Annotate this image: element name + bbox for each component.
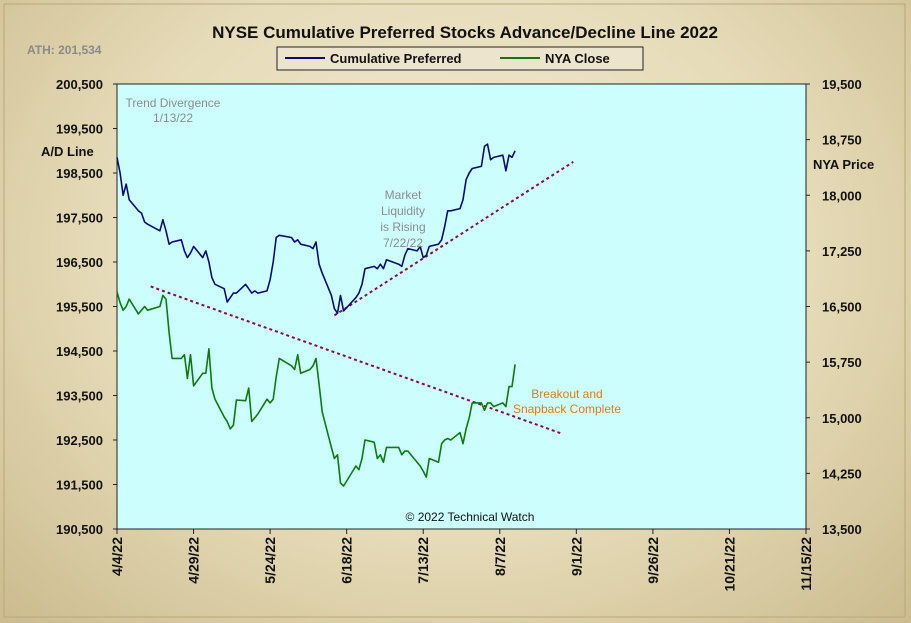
y-left-axis-label: A/D Line <box>41 144 94 159</box>
y-right-tick-label: 13,500 <box>822 522 862 537</box>
y-right-ticks: 19,500 18,750 18,000 17,250 16,500 15,750 15,0… <box>806 77 862 537</box>
y-left-tick-label: 197,500 <box>56 211 103 226</box>
x-tick-label: 11/15/22 <box>798 537 814 591</box>
plot-area <box>116 83 807 530</box>
annotation-line: Breakout and <box>531 387 602 401</box>
y-right-tick-label: 19,500 <box>822 77 862 92</box>
y-left-tick-label: 191,500 <box>56 478 103 493</box>
x-tick-label: 9/26/22 <box>645 537 661 584</box>
series-line-cumulative-preferred <box>116 143 516 315</box>
x-tick-label: 4/4/22 <box>109 537 125 576</box>
y-left-tick-label: 196,500 <box>56 255 103 270</box>
y-left-ticks: 200,500 199,500 198,500 197,500 196,500 195,5… <box>56 77 117 537</box>
series-line-nya-close <box>116 291 516 487</box>
annotation-line: is Rising <box>380 220 425 234</box>
y-left-tick-label: 193,500 <box>56 389 103 404</box>
trendline-falling <box>150 285 562 435</box>
y-left-tick-label: 195,500 <box>56 300 103 315</box>
y-right-axis-label: NYA Price <box>813 157 874 172</box>
legend-box <box>276 46 644 71</box>
y-left-tick-label: 192,500 <box>56 433 103 448</box>
chart-title: NYSE Cumulative Preferred Stocks Advance… <box>212 23 718 42</box>
x-tick-label: 7/13/22 <box>415 537 431 584</box>
x-tick-label: 4/29/22 <box>186 537 202 584</box>
y-right-tick-label: 14,250 <box>822 466 862 481</box>
y-right-tick-label: 18,000 <box>822 188 862 203</box>
y-right-tick-label: 15,000 <box>822 411 862 426</box>
y-left-tick-label: 194,500 <box>56 344 103 359</box>
y-right-tick-label: 17,250 <box>822 244 862 259</box>
x-tick-label: 8/7/22 <box>492 537 508 576</box>
x-tick-label: 10/21/22 <box>721 537 737 592</box>
ath-label: ATH: 201,534 <box>27 43 102 57</box>
y-left-tick-label: 200,500 <box>56 77 103 92</box>
x-tick-label: 5/24/22 <box>262 537 278 584</box>
y-left-tick-label: 198,500 <box>56 166 103 181</box>
y-right-tick-label: 15,750 <box>822 355 862 370</box>
legend: Cumulative Preferred NYA Close <box>276 46 644 71</box>
trendline-rising <box>333 161 574 317</box>
annotation-line: 1/13/22 <box>153 111 193 125</box>
copyright-text: © 2022 Technical Watch <box>406 510 535 524</box>
y-left-tick-label: 190,500 <box>56 522 103 537</box>
annotation-line: Snapback Complete <box>513 402 621 416</box>
annotation-market-liquidity: Market Liquidity is Rising 7/22/22 <box>380 188 425 250</box>
annotation-line: Liquidity <box>381 204 425 218</box>
outer-border <box>3 3 906 618</box>
annotation-line: Trend Divergence <box>126 96 221 110</box>
y-left-tick-label: 199,500 <box>56 122 103 137</box>
y-right-tick-label: 16,500 <box>822 300 862 315</box>
annotation-line: 7/22/22 <box>383 236 423 250</box>
trendlines <box>150 161 574 435</box>
series-layer <box>116 143 516 487</box>
annotation-line: Market <box>385 188 422 202</box>
x-tick-label: 9/1/22 <box>568 537 584 576</box>
x-tick-label: 6/18/22 <box>339 537 355 584</box>
y-right-tick-label: 18,750 <box>822 133 862 148</box>
legend-label-nya-close: NYA Close <box>545 51 610 66</box>
x-ticks: 4/4/22 4/29/22 5/24/22 6/18/22 7/13/22 8/7/22… <box>109 529 814 592</box>
legend-label-cumulative-preferred: Cumulative Preferred <box>330 51 462 66</box>
